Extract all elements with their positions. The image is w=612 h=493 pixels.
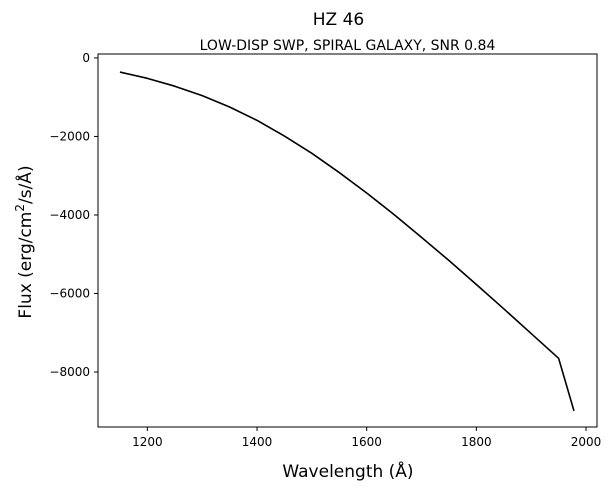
series-layer xyxy=(119,71,575,412)
y-axis-ticks: 0 −2000 −4000 −6000 −8000 xyxy=(49,51,98,379)
y-tick-label: −4000 xyxy=(49,208,90,222)
x-tick-label: 1600 xyxy=(351,435,382,449)
y-tick-label: −2000 xyxy=(49,129,90,143)
chart-title: HZ 46 xyxy=(313,10,364,30)
x-tick-label: 1800 xyxy=(461,435,492,449)
plot-area-frame xyxy=(97,53,598,428)
x-axis-ticks: 1200 1400 1600 1800 2000 xyxy=(132,427,601,449)
y-tick-label: −8000 xyxy=(49,365,90,379)
y-axis-label: Flux (erg/cm2/s/Å) xyxy=(13,165,36,318)
x-axis-label: Wavelength (Å) xyxy=(282,460,413,482)
x-tick-label: 1200 xyxy=(132,435,163,449)
y-tick-label: −6000 xyxy=(49,287,90,301)
y-tick-label: 0 xyxy=(82,51,90,65)
flux-line xyxy=(119,71,575,412)
chart-subtitle: LOW-DISP SWP, SPIRAL GALAXY, SNR 0.84 xyxy=(200,38,496,54)
x-tick-label: 2000 xyxy=(571,435,602,449)
x-tick-label: 1400 xyxy=(242,435,273,449)
